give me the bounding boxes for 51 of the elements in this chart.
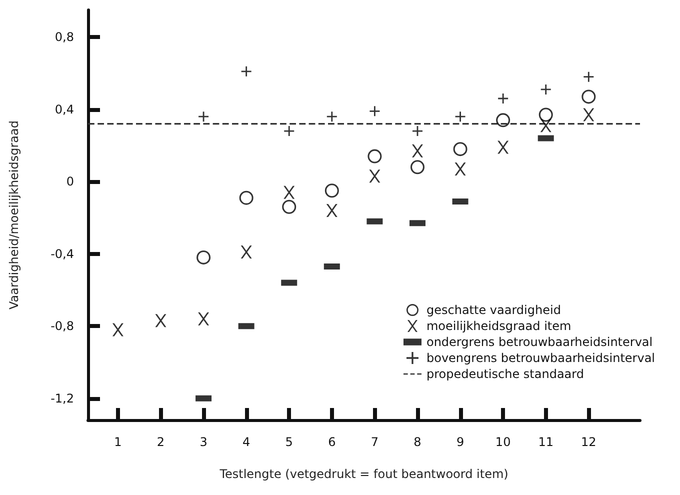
x-tick-label: 1 xyxy=(114,435,122,449)
x-tick-label: 11 xyxy=(538,435,554,449)
point xyxy=(326,204,338,217)
x-axis-title: Testlengte (vetgedrukt = fout beantwoord item) xyxy=(218,467,508,481)
point xyxy=(583,108,594,122)
y-tick-label: -0,8 xyxy=(50,319,74,334)
point xyxy=(370,106,380,116)
point xyxy=(369,170,380,183)
x-tick-label: 2 xyxy=(156,435,165,449)
point xyxy=(410,160,424,174)
point xyxy=(112,323,124,336)
point xyxy=(196,250,211,264)
y-tick-label: -1,2 xyxy=(50,391,74,406)
point xyxy=(584,72,594,82)
point xyxy=(582,90,596,104)
point xyxy=(454,162,466,176)
point xyxy=(455,112,466,122)
point xyxy=(498,140,509,154)
point xyxy=(453,142,468,156)
y-tick-label: -0,4 xyxy=(50,246,74,261)
legend-label: bovengrens betrouwbaarheidsinterval xyxy=(426,351,655,365)
x-tick-label: 4 xyxy=(242,435,250,449)
x-tick-label: 8 xyxy=(414,435,422,449)
y-axis-title: Vaardigheid/moeilijkheidsgraad xyxy=(7,120,21,310)
y-tick-label: 0,8 xyxy=(54,30,74,44)
y-tick-label: 0,4 xyxy=(54,102,74,116)
point xyxy=(326,112,337,122)
point xyxy=(241,66,252,76)
point xyxy=(239,190,254,205)
x-tick-label: 9 xyxy=(456,435,464,449)
x-tick-label: 5 xyxy=(285,435,293,449)
x-tick-label: 12 xyxy=(581,435,596,449)
x-tick-label: 10 xyxy=(495,435,511,449)
point xyxy=(368,149,382,164)
legend-label: propedeutische standaard xyxy=(426,367,584,381)
point xyxy=(324,184,339,198)
point xyxy=(496,113,510,128)
point xyxy=(240,246,252,259)
point xyxy=(155,314,166,328)
legend-label: ondergrens betrouwbaarheidsinterval xyxy=(426,335,653,349)
y-tick-label: 0 xyxy=(66,174,74,189)
point xyxy=(284,186,295,199)
legend-label: geschatte vaardigheid xyxy=(426,303,561,317)
point xyxy=(198,312,210,326)
point xyxy=(412,144,423,158)
x-tick-label: 7 xyxy=(370,435,379,449)
legend-label: moeilijkheidsgraad item xyxy=(426,319,572,333)
x-tick-label: 6 xyxy=(328,435,336,449)
x-tick-label: 3 xyxy=(200,435,208,449)
point xyxy=(282,200,296,214)
point xyxy=(540,119,552,132)
